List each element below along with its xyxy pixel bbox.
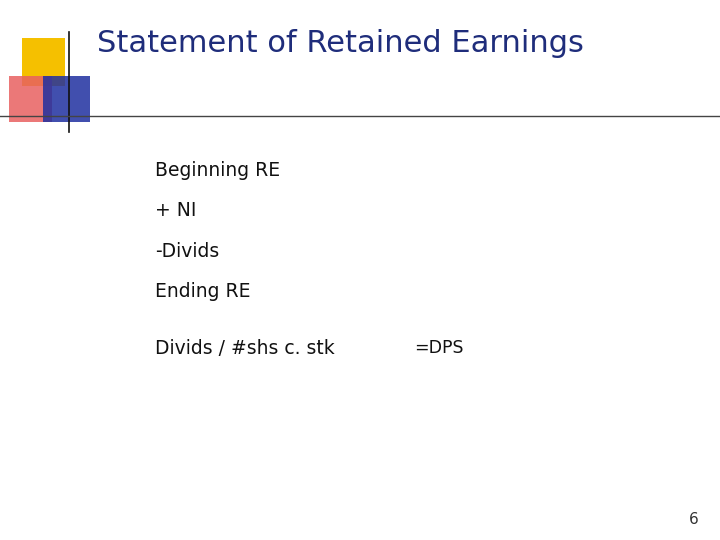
Text: Beginning RE: Beginning RE xyxy=(155,160,280,180)
Text: -Divids: -Divids xyxy=(155,241,219,261)
Bar xyxy=(9,76,52,122)
Bar xyxy=(22,38,65,86)
Text: 6: 6 xyxy=(688,511,698,526)
Text: + NI: + NI xyxy=(155,201,196,220)
Text: Ending RE: Ending RE xyxy=(155,282,251,301)
Text: Statement of Retained Earnings: Statement of Retained Earnings xyxy=(97,29,584,58)
Bar xyxy=(43,76,90,122)
Text: Divids / #shs c. stk: Divids / #shs c. stk xyxy=(155,339,335,358)
Text: =DPS: =DPS xyxy=(414,339,464,357)
